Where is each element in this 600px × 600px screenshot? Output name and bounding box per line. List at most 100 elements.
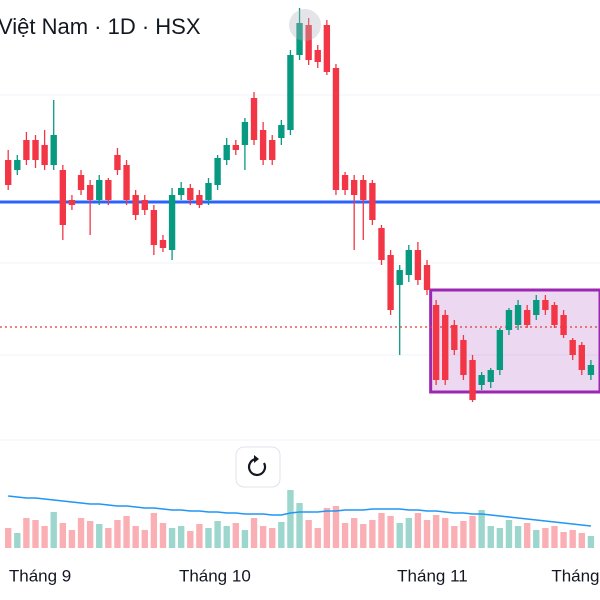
volume-bar xyxy=(414,513,422,548)
volume-bar xyxy=(241,530,249,548)
volume-bar xyxy=(305,520,312,548)
title-backdrop xyxy=(0,0,280,50)
candle-body xyxy=(259,130,267,160)
candle-body xyxy=(150,210,158,245)
candle-body xyxy=(32,140,39,160)
candle-body xyxy=(551,305,558,325)
volume-bar xyxy=(23,518,30,548)
candle-body xyxy=(278,125,285,138)
grid xyxy=(0,94,600,441)
button-bg[interactable] xyxy=(235,446,281,488)
plot: Tháng 9 Tháng 10 Tháng 11 Tháng xyxy=(0,8,600,585)
volume-bar xyxy=(232,523,239,548)
volume-bar xyxy=(442,518,449,548)
candle-body xyxy=(77,175,85,190)
candle-body xyxy=(232,145,239,150)
candle-body xyxy=(378,228,385,260)
volume-bar xyxy=(132,526,139,548)
volume-bar xyxy=(96,524,103,548)
candle-body xyxy=(487,370,494,382)
candle-body xyxy=(523,310,531,325)
volume-bar xyxy=(542,528,549,548)
volume-bar xyxy=(514,526,522,548)
volume-bar xyxy=(105,528,112,548)
candle-body xyxy=(177,188,185,195)
candle-body xyxy=(396,270,403,285)
volume-bar xyxy=(323,508,331,548)
volume-bar xyxy=(14,533,21,548)
candle-body xyxy=(360,180,367,200)
volume-bar xyxy=(223,526,230,548)
volume-bar xyxy=(332,506,340,548)
x-tick-label: Tháng xyxy=(551,566,599,585)
range-box xyxy=(429,288,600,394)
volume-bar xyxy=(469,516,476,548)
candle-body xyxy=(86,185,94,200)
candle-body xyxy=(387,255,394,310)
candle-body xyxy=(542,300,549,310)
volume-bar xyxy=(59,523,67,548)
volume-bar xyxy=(168,528,176,548)
volume-bar xyxy=(587,536,595,548)
candle-body xyxy=(250,98,258,140)
candle-body xyxy=(496,330,504,370)
candle-body xyxy=(5,160,12,185)
volume-bar xyxy=(560,532,567,548)
volume-bar xyxy=(487,526,494,548)
candle-body xyxy=(141,200,148,210)
volume-bar xyxy=(296,503,303,548)
candle-body xyxy=(269,140,276,160)
volume-bar xyxy=(405,518,412,548)
volume-bar xyxy=(523,523,531,548)
candle-body xyxy=(451,325,458,350)
volume-bar xyxy=(369,520,376,548)
candle-body xyxy=(350,180,358,195)
volume-bar xyxy=(505,520,513,548)
candle-body xyxy=(14,160,21,170)
volume-bar xyxy=(187,531,194,548)
candle-body xyxy=(405,250,412,275)
volume-bar xyxy=(32,520,39,548)
volume-bar xyxy=(378,513,385,548)
volume-bar xyxy=(341,523,349,548)
candle-body xyxy=(442,315,449,380)
volume-ma-line xyxy=(8,495,591,527)
volume-bar xyxy=(360,524,367,548)
volume-bar xyxy=(86,521,94,548)
volume-bar xyxy=(496,528,504,548)
candle-body xyxy=(123,165,130,200)
candle-body xyxy=(241,122,249,145)
volume-bar xyxy=(533,530,540,548)
candle-body xyxy=(59,170,67,225)
volume-bar xyxy=(314,528,321,548)
reset-icon xyxy=(247,457,267,476)
volume-bar xyxy=(214,521,221,548)
x-tick-label: Tháng 9 xyxy=(9,566,71,585)
volume-bar xyxy=(287,490,294,548)
candle-body xyxy=(187,188,194,200)
candle-body xyxy=(432,305,440,380)
candle-body xyxy=(578,345,585,370)
candle-body xyxy=(569,340,576,355)
candle-body xyxy=(587,365,595,375)
candle-body xyxy=(287,55,294,130)
volume-bar xyxy=(250,518,258,548)
candle-body xyxy=(305,25,312,60)
candle-body xyxy=(159,240,167,248)
volume-bar xyxy=(5,528,12,548)
volume-bar xyxy=(423,520,431,548)
reset-button[interactable] xyxy=(235,446,281,488)
candle-body xyxy=(23,140,30,160)
cursor xyxy=(289,9,321,41)
candle-body xyxy=(41,145,48,165)
volume-bar xyxy=(77,518,85,548)
candle-body xyxy=(50,135,57,165)
candle-body xyxy=(323,25,331,72)
volume-bar xyxy=(451,526,458,548)
reset-arrow xyxy=(254,455,259,463)
volume-bar xyxy=(123,516,130,548)
volume-bar xyxy=(269,528,276,548)
candle-body xyxy=(205,183,212,200)
x-tick-label: Tháng 11 xyxy=(397,566,468,585)
